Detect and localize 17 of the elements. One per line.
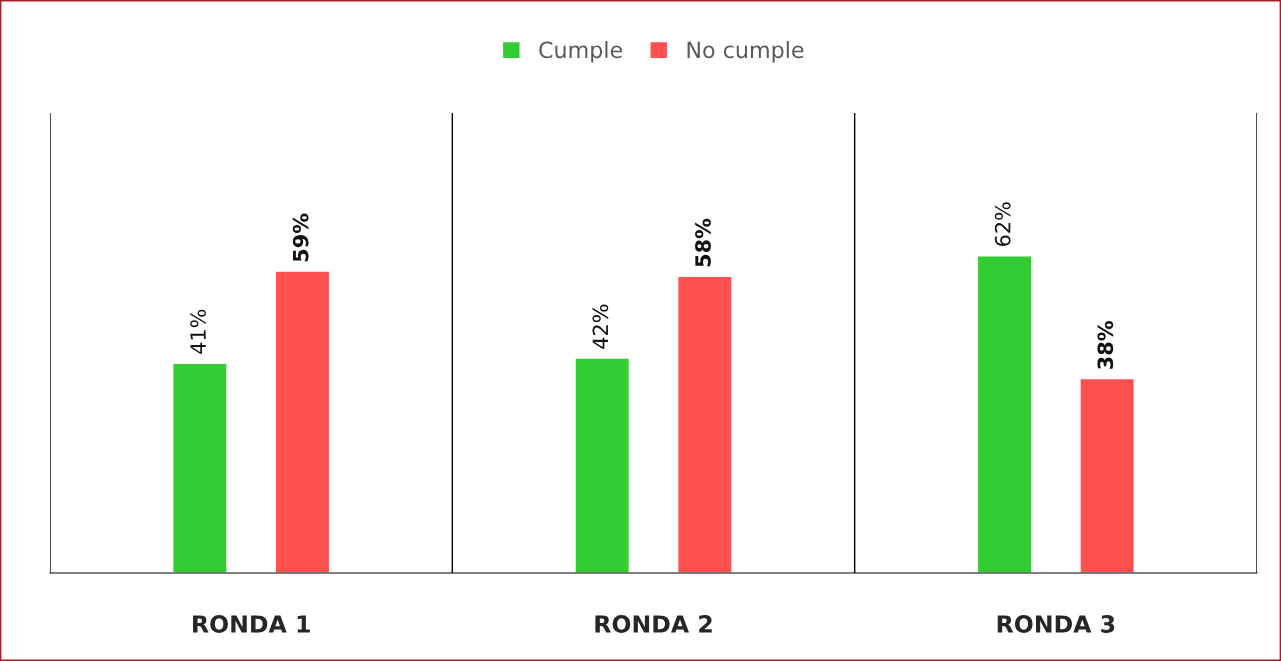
bar [274,270,331,573]
data-label: 62% [994,202,1011,246]
bar [976,255,1033,573]
bar [574,357,631,573]
data-label: 59% [292,213,309,262]
legend-label: Cumple [539,41,622,63]
data-label: 42% [592,304,609,349]
bar [1079,377,1135,573]
x-tick-label: RONDA 1 [193,615,310,633]
bar [172,362,228,573]
x-tick-label: RONDA 3 [997,615,1115,633]
data-label: 58% [695,218,711,267]
data-label: 38% [1097,321,1114,369]
data-label: 41% [190,309,206,354]
legend-label: No cumple [687,41,804,63]
x-tick-label: RONDA 2 [595,615,712,633]
bar [676,275,733,573]
